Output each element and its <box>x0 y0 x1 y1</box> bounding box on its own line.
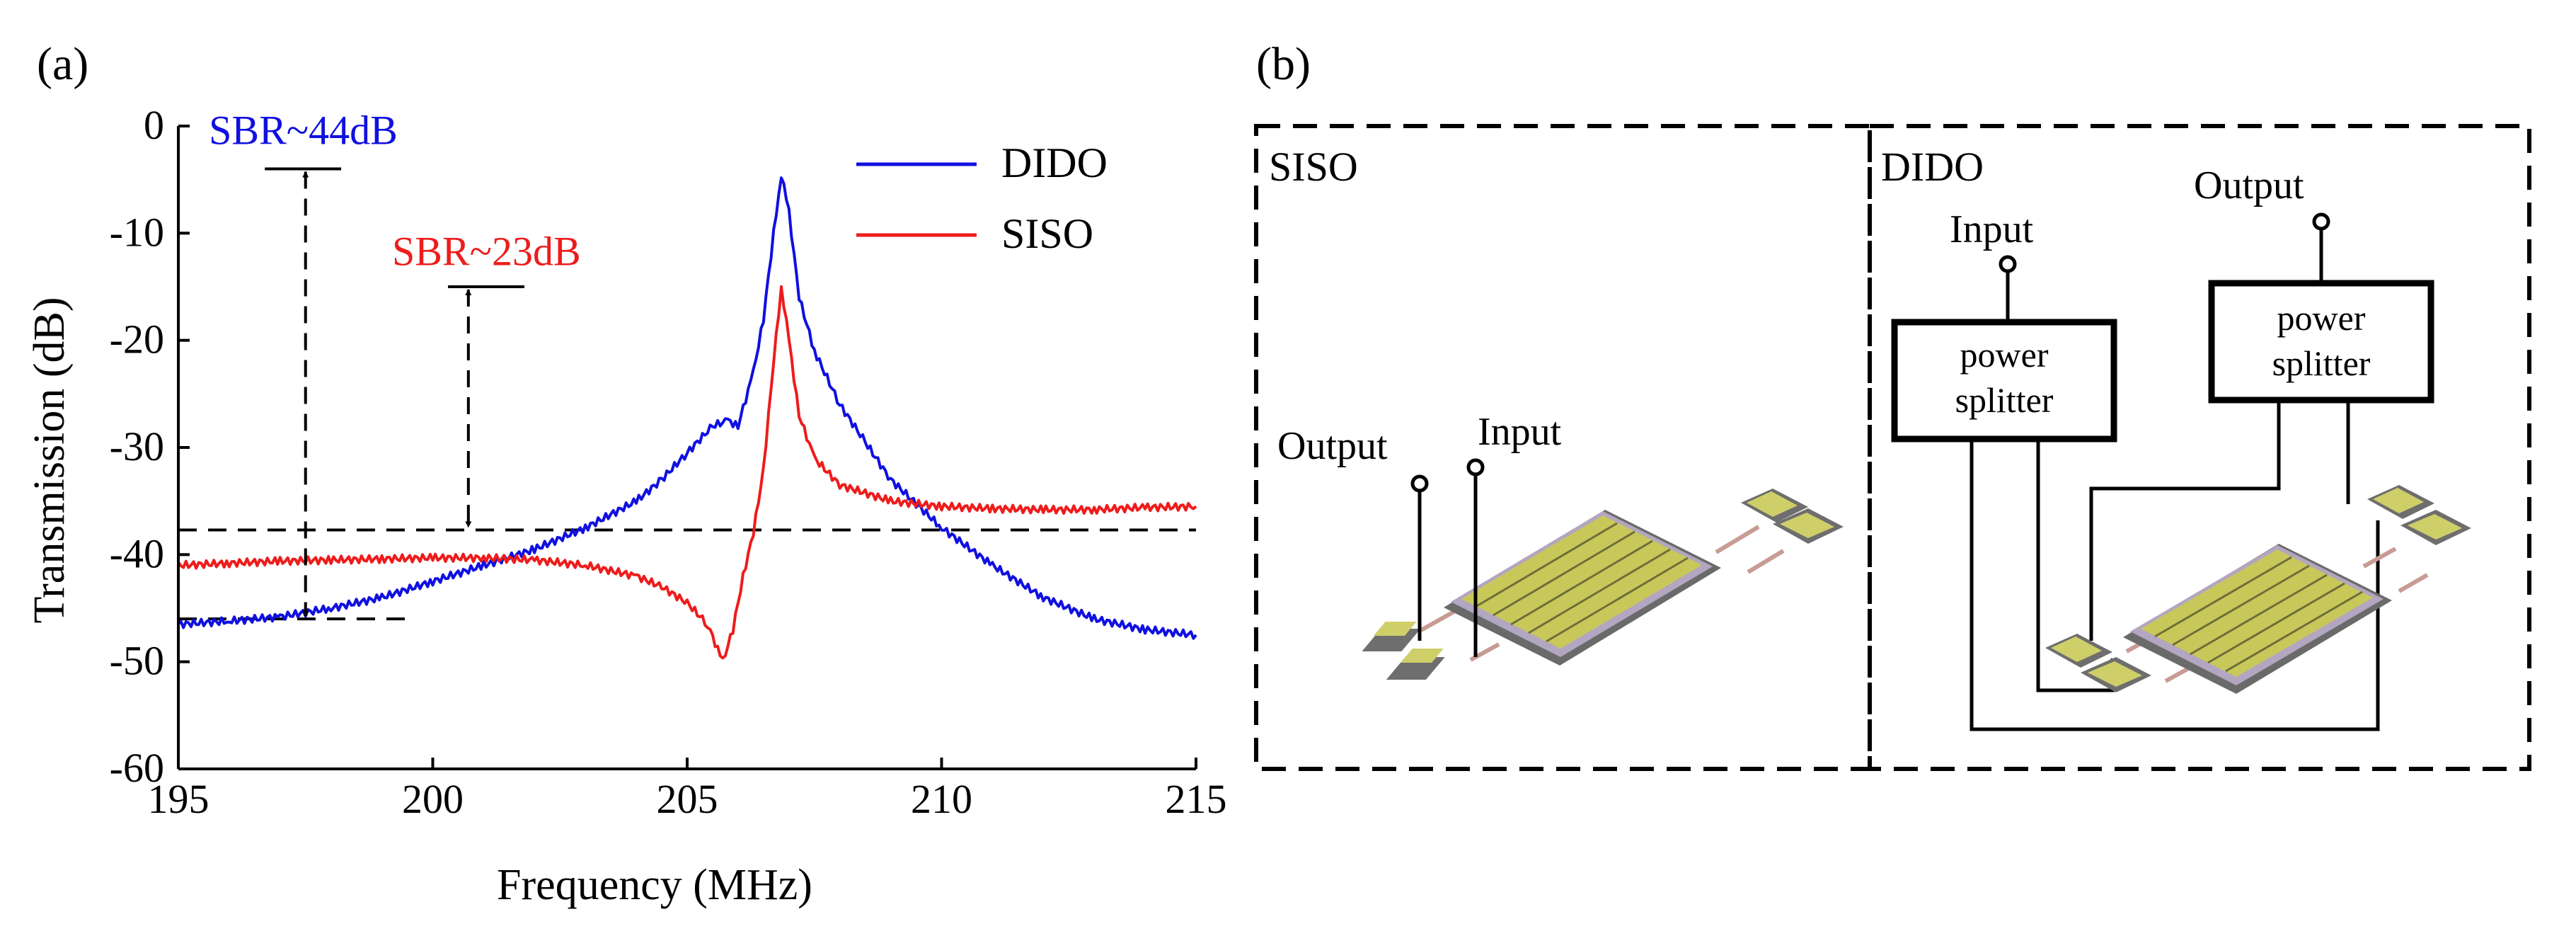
y-tick-label: -50 <box>110 638 164 684</box>
reference-lines <box>178 528 1196 621</box>
siso-probes <box>1410 458 1485 657</box>
y-tick-label: -20 <box>110 316 164 363</box>
sbr-dido-label: SBR~44dB <box>209 108 398 154</box>
siso-input-terminal <box>1466 458 1485 476</box>
power-splitter-right-line2: splitter <box>2272 343 2371 383</box>
power-splitter-right-line1: power <box>2277 298 2366 338</box>
series-line-dido <box>177 176 1197 640</box>
power-splitter-left: power splitter <box>1891 319 2117 443</box>
x-tick-label: 215 <box>1166 776 1227 822</box>
power-splitter-right: power splitter <box>2208 280 2434 404</box>
siso-output-label: Output <box>1277 424 1388 468</box>
power-splitter-left-line1: power <box>1960 335 2049 375</box>
y-tick-label: 0 <box>144 102 164 148</box>
legend: DIDO SISO <box>856 139 1108 257</box>
dido-output-terminal <box>2312 212 2330 231</box>
dido-wiring <box>1970 212 2380 731</box>
y-tick-label: -30 <box>110 423 164 469</box>
y-tick-label: -10 <box>110 209 164 255</box>
legend-label-siso: SISO <box>1001 210 1093 257</box>
x-axis-label: Frequency (MHz) <box>497 861 812 909</box>
legend-label-dido: DIDO <box>1001 139 1108 186</box>
axes-group <box>177 125 1197 770</box>
panel-a-label: (a) <box>37 38 88 90</box>
series-line-siso <box>177 285 1197 660</box>
power-splitter-left-line2: splitter <box>1955 380 2054 420</box>
dido-title: DIDO <box>1881 144 1984 190</box>
y-tick-label: -60 <box>110 745 164 791</box>
series-group <box>177 176 1197 660</box>
x-tick-label: 205 <box>657 776 718 822</box>
panel-b-label: (b) <box>1256 38 1311 90</box>
sbr-siso-label: SBR~23dB <box>392 229 581 275</box>
siso-input-label: Input <box>1478 410 1562 454</box>
dido-output-label: Output <box>2194 164 2304 207</box>
siso-title: SISO <box>1269 144 1358 190</box>
dido-input-terminal <box>1999 255 2017 273</box>
y-tick-label: -40 <box>110 530 164 576</box>
siso-output-terminal <box>1410 474 1429 493</box>
x-tick-label: 200 <box>402 776 464 822</box>
dido-input-label: Input <box>1950 207 2034 251</box>
x-tick-label: 210 <box>911 776 972 822</box>
siso-resonator-chip <box>1362 489 1844 680</box>
tick-labels: 195 200 205 210 215 0 -10 -20 -30 -40 -50 -60 <box>110 102 1227 822</box>
annotations: SBR~44dB SBR~23dB <box>209 108 581 617</box>
x-tick-label: 195 <box>148 776 209 822</box>
y-axis-label: Transmission (dB) <box>25 297 74 623</box>
dido-box <box>1868 124 2531 771</box>
dido-resonator-chip <box>2045 485 2471 694</box>
